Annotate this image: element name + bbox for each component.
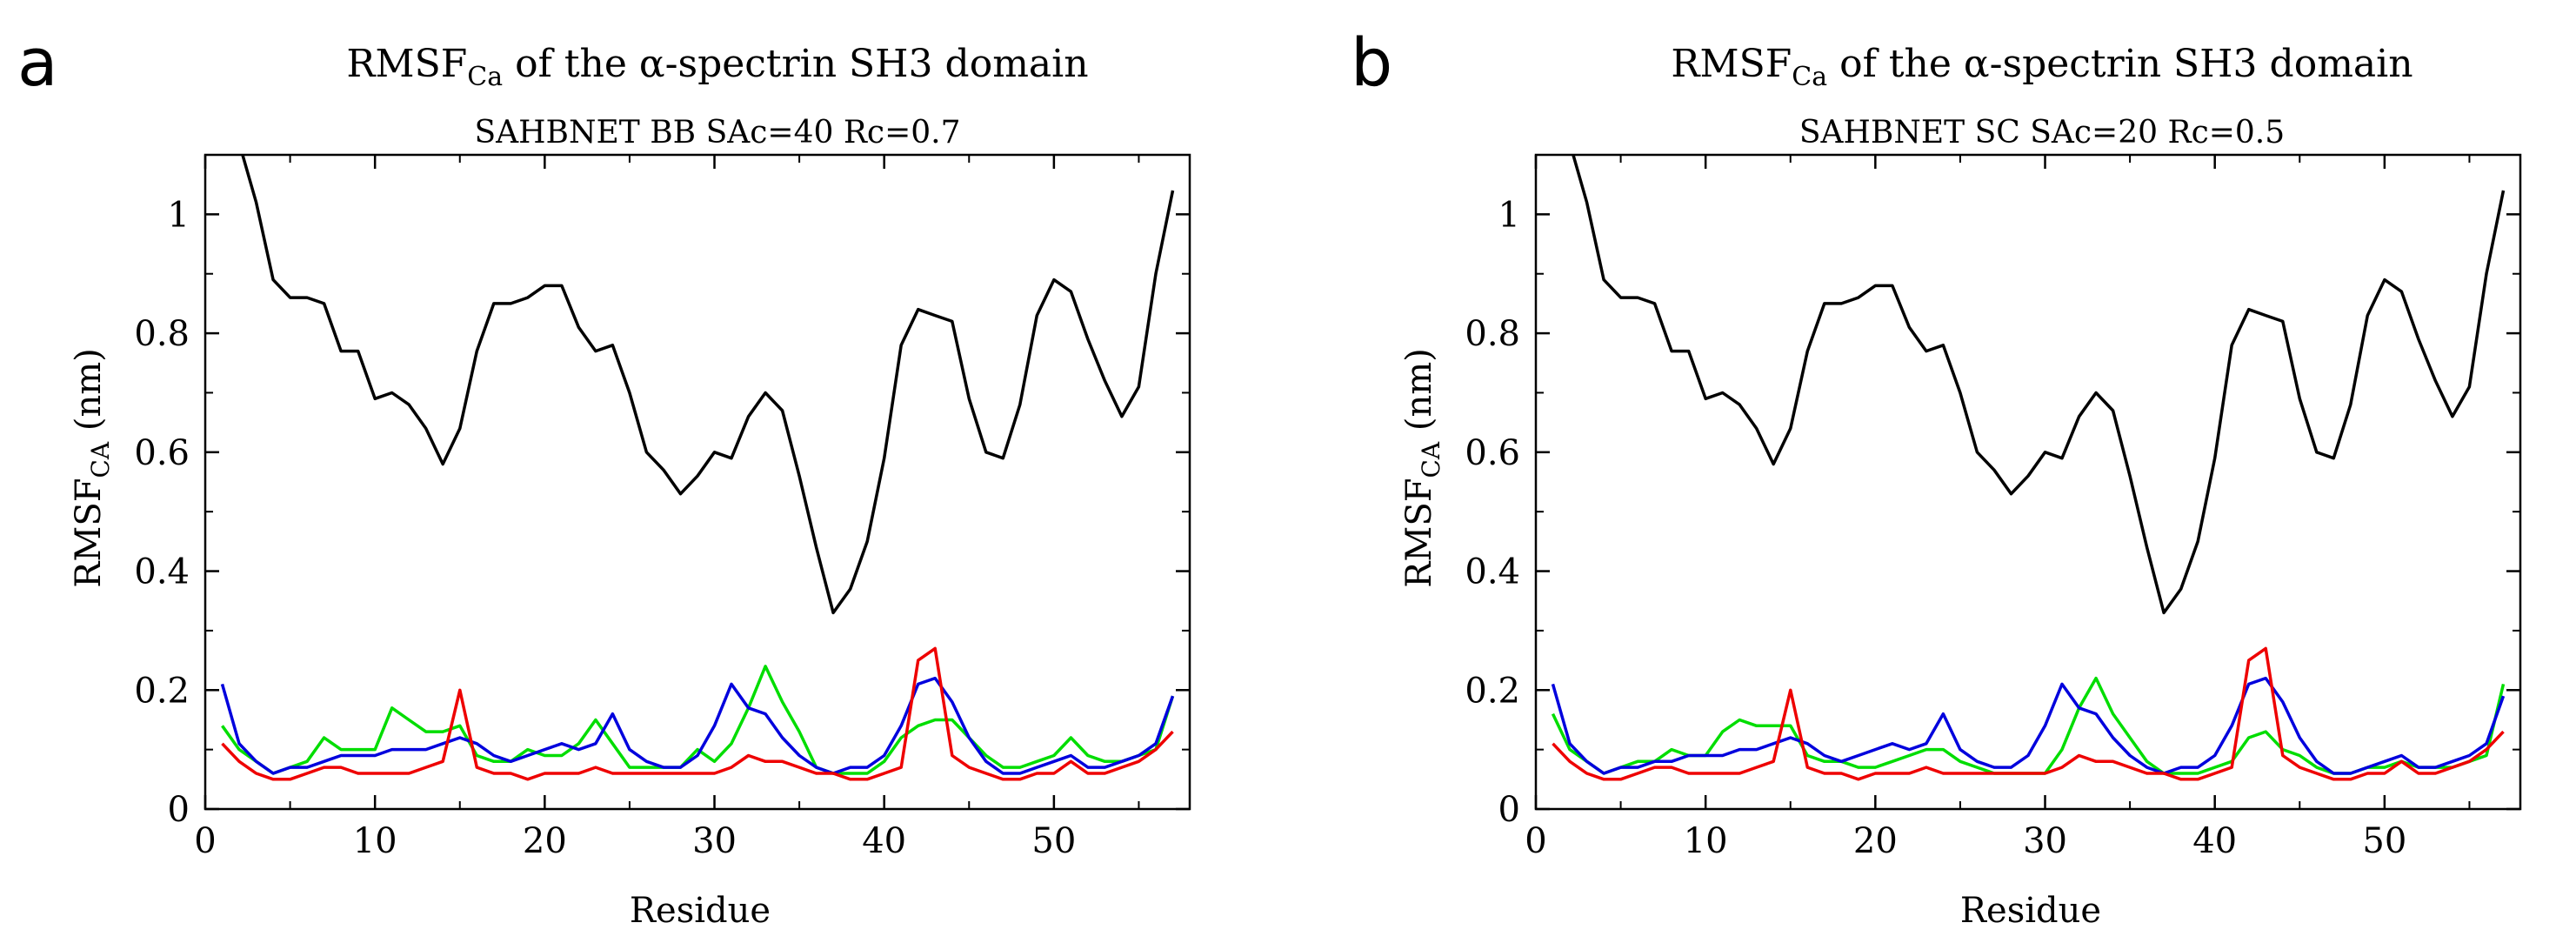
x-axis-label: Residue <box>630 891 771 931</box>
x-tick-label: 10 <box>353 821 397 861</box>
series-line-blue <box>220 676 1175 775</box>
y-axis-label: RMSFCA (nm) <box>69 348 115 588</box>
x-tick-label: 40 <box>862 821 906 861</box>
ylabel-rest: (nm) <box>69 348 109 442</box>
x-tick-label: 10 <box>1684 821 1728 861</box>
y-tick-label: 1 <box>1498 195 1520 235</box>
y-tick-label: 0.6 <box>1465 433 1520 473</box>
plot-area: 0 10 20 30 40 50 0 0.2 0.4 0.6 0.8 1 <box>1465 153 2522 861</box>
chart-title: RMSFCa of the α-spectrin SH3 domain <box>1671 42 2412 92</box>
x-tick-label: 30 <box>2023 821 2067 861</box>
ylabel-main: RMSF <box>69 478 109 588</box>
y-tick-label: 0.2 <box>134 671 190 711</box>
series-line-red <box>221 646 1174 781</box>
x-tick-label: 20 <box>1853 821 1898 861</box>
y-tick-label: 0.4 <box>134 552 190 592</box>
y-tick-label: 0.4 <box>1465 552 1520 592</box>
x-tick-label: 0 <box>1525 821 1546 861</box>
y-axis-label: RMSFCA (nm) <box>1399 348 1445 588</box>
panel-b: b RMSFCa of the α-spectrin SH3 domain SA… <box>1351 23 2522 931</box>
title-sub: Ca <box>467 62 503 92</box>
series-line-green <box>221 665 1175 775</box>
x-tick-label: 40 <box>2192 821 2237 861</box>
series-line-black <box>1572 155 2506 615</box>
y-tick-label: 1 <box>168 195 190 235</box>
panel-label: a <box>17 23 58 101</box>
x-axis-label: Residue <box>1960 891 2101 931</box>
plot-frame <box>204 153 1191 811</box>
series-line-black <box>241 155 1175 615</box>
title-sub: Ca <box>1792 62 1827 92</box>
ylabel-sub: CA <box>86 441 115 478</box>
chart-title: RMSFCa of the α-spectrin SH3 domain <box>346 42 1088 92</box>
x-tick-label: 0 <box>194 821 216 861</box>
plot-frame <box>1534 153 2522 811</box>
series-line-red <box>1552 646 2505 781</box>
panel-a: a RMSFCa of the α-spectrin SH3 domain SA… <box>17 23 1191 931</box>
series-line-blue <box>1551 676 2506 775</box>
ylabel-rest: (nm) <box>1399 348 1439 442</box>
y-tick-label: 0.2 <box>1465 671 1520 711</box>
title-rest: of the α-spectrin SH3 domain <box>503 42 1088 86</box>
plot-area: 0 10 20 30 40 50 0 0.2 0.4 0.6 0.8 1 <box>134 153 1191 861</box>
x-tick-label: 20 <box>523 821 567 861</box>
y-tick-label: 0.6 <box>134 433 190 473</box>
x-tick-label: 50 <box>1031 821 1076 861</box>
title-main: RMSF <box>346 42 467 86</box>
chart-subtitle: SAHBNET BB SAc=40 Rc=0.7 <box>474 115 960 150</box>
y-tick-label: 0 <box>1498 790 1520 830</box>
ylabel-main: RMSF <box>1399 478 1439 588</box>
panel-label: b <box>1351 23 1392 101</box>
ylabel-sub: CA <box>1417 441 1445 478</box>
title-main: RMSF <box>1671 42 1792 86</box>
chart-subtitle: SAHBNET SC SAc=20 Rc=0.5 <box>1799 115 2285 150</box>
series-line-green <box>1551 676 2506 775</box>
title-rest: of the α-spectrin SH3 domain <box>1827 42 2412 86</box>
y-tick-label: 0.8 <box>1465 314 1520 354</box>
x-tick-label: 30 <box>692 821 737 861</box>
x-tick-label: 50 <box>2362 821 2406 861</box>
y-tick-label: 0 <box>168 790 190 830</box>
y-tick-label: 0.8 <box>134 314 190 354</box>
